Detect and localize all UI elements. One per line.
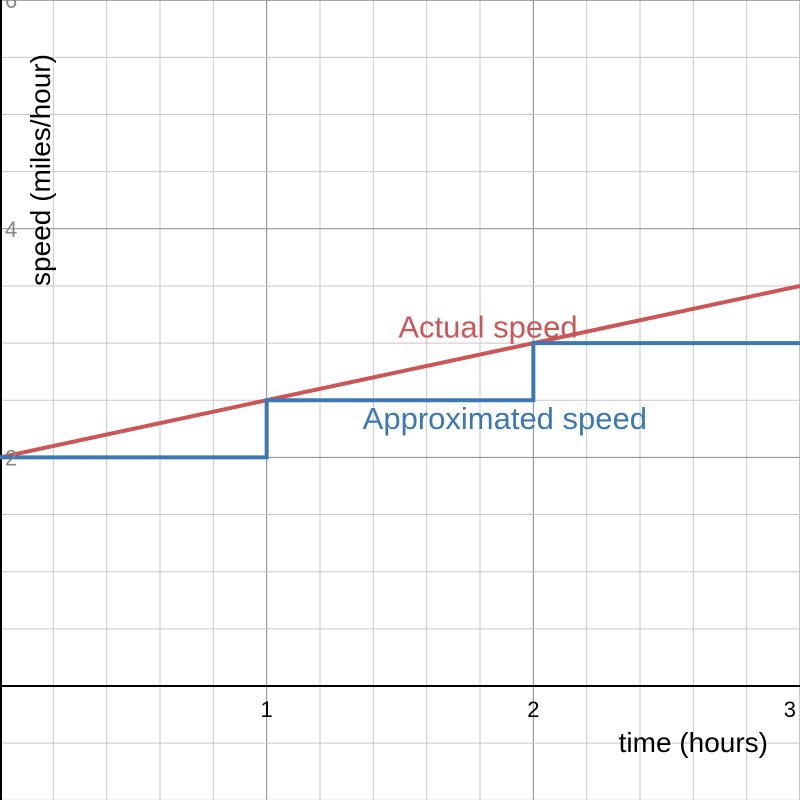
- approximated-speed-step-line: [0, 341, 800, 460]
- y-tick-label: 6: [5, 0, 17, 13]
- approximated-speed-label: Approximated speed: [363, 401, 647, 436]
- tick-labels: 1 2 3 2 4 6: [5, 0, 796, 722]
- y-axis-title: speed (miles/hour): [25, 54, 56, 286]
- x-tick-label: 3: [784, 697, 796, 722]
- actual-speed-label: Actual speed: [398, 309, 577, 344]
- y-tick-label: 4: [5, 217, 17, 242]
- x-tick-label: 1: [261, 697, 273, 722]
- x-tick-label: 2: [527, 697, 539, 722]
- x-axis-title: time (hours): [619, 727, 768, 758]
- annotations: Actual speed Approximated speed: [363, 309, 647, 435]
- y-tick-label: 2: [5, 445, 17, 470]
- actual-speed-line: [0, 283, 800, 460]
- series: [0, 283, 800, 460]
